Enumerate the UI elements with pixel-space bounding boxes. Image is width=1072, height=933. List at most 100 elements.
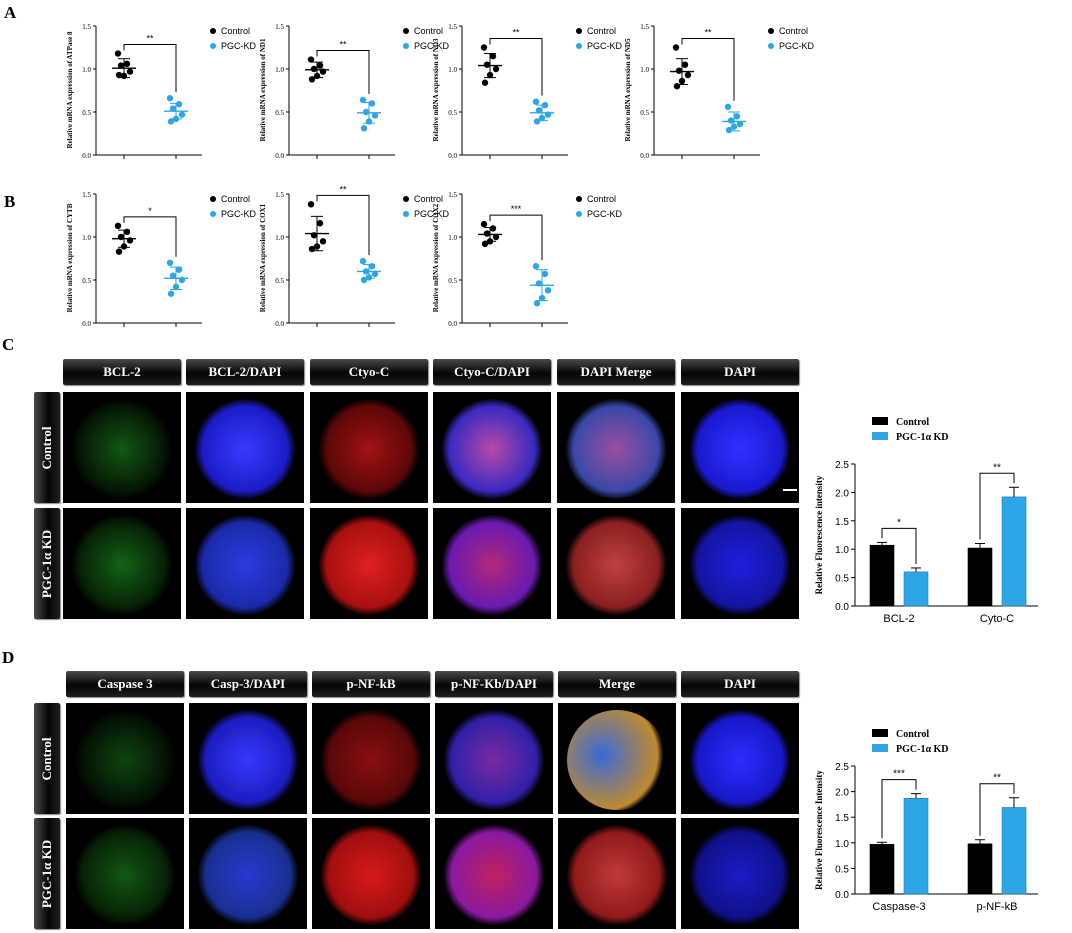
micrograph-dapi-kd bbox=[681, 508, 799, 619]
data-point bbox=[672, 44, 680, 51]
header-merge: Merge bbox=[558, 671, 676, 697]
y-tick-label: 0.0 bbox=[275, 320, 284, 328]
data-point bbox=[362, 108, 370, 116]
data-point bbox=[371, 112, 379, 119]
panel-letter-d: D bbox=[2, 648, 15, 667]
y-tick-label: 0.5 bbox=[275, 109, 284, 117]
legend-label: Control bbox=[221, 194, 250, 204]
data-point bbox=[117, 62, 125, 69]
legend-swatch bbox=[872, 432, 888, 440]
bar bbox=[967, 547, 993, 607]
legend-label: Control bbox=[779, 26, 808, 36]
y-tick-label: 0.5 bbox=[835, 574, 849, 585]
header-caspase3: Caspase 3 bbox=[66, 671, 184, 697]
legend-marker bbox=[210, 28, 216, 34]
row-label-control: Control bbox=[34, 392, 60, 503]
y-tick-label: 0.5 bbox=[448, 109, 457, 117]
significance-bracket bbox=[316, 194, 370, 256]
legend-marker bbox=[210, 43, 216, 49]
legend-label: PGC-KD bbox=[221, 209, 257, 219]
y-tick-label: 1.0 bbox=[82, 234, 91, 242]
legend-marker bbox=[403, 28, 409, 34]
legend-marker bbox=[403, 196, 409, 202]
data-point bbox=[115, 248, 123, 255]
data-point bbox=[489, 52, 497, 60]
chart-nd1: 0.0 0.5 1.0 1.5 Relative mRNA expression of … bbox=[259, 23, 450, 160]
significance-bracket bbox=[489, 38, 543, 96]
y-tick-label: 0.0 bbox=[640, 152, 649, 160]
legend-label: Control bbox=[414, 194, 443, 204]
legend-marker bbox=[210, 196, 216, 202]
legend-label: Control bbox=[414, 26, 443, 36]
data-point bbox=[481, 79, 489, 86]
y-tick-label: 2.0 bbox=[835, 488, 849, 499]
data-point bbox=[535, 107, 543, 114]
bar bbox=[903, 571, 929, 607]
header-casp3-dapi: Casp-3/DAPI bbox=[189, 671, 307, 697]
micrograph-cyto-c-kd bbox=[310, 508, 428, 619]
data-point bbox=[489, 225, 497, 232]
micrograph-cyto-c-dapi-kd bbox=[433, 508, 551, 619]
micrograph-cyto-c-control bbox=[310, 392, 428, 503]
micrograph-bcl2-dapi-control bbox=[186, 392, 304, 503]
significance-bracket bbox=[681, 38, 735, 101]
legend-label: PGC-KD bbox=[779, 41, 815, 51]
data-point bbox=[480, 44, 488, 51]
data-point bbox=[359, 96, 367, 104]
significance-label: ** bbox=[993, 462, 1001, 473]
data-point bbox=[167, 118, 175, 125]
data-point bbox=[368, 263, 376, 270]
legend-marker bbox=[768, 43, 774, 49]
data-point bbox=[114, 50, 122, 57]
y-tick-label: 1.5 bbox=[275, 23, 284, 31]
legend-marker bbox=[403, 211, 409, 217]
data-point bbox=[310, 65, 318, 73]
legend-marker bbox=[768, 28, 774, 34]
bar bbox=[1001, 807, 1027, 895]
y-tick-label: 1.0 bbox=[448, 66, 457, 74]
significance-label: ** bbox=[146, 34, 154, 44]
y-axis-label: Relative mRNA expression of CYTB bbox=[66, 203, 74, 312]
data-point bbox=[480, 220, 488, 228]
legend-label: PGC-1α KD bbox=[896, 744, 949, 755]
header-dapi-d: DAPI bbox=[681, 671, 799, 697]
legend-label: PGC-KD bbox=[587, 209, 623, 219]
data-point bbox=[123, 60, 131, 68]
x-tick-label: Cyto-C bbox=[980, 613, 1014, 625]
row-label-pgc-kd: PGC-1α KD bbox=[34, 508, 60, 619]
x-tick-label: p-NF-kB bbox=[977, 901, 1018, 913]
significance-label: ** bbox=[339, 184, 347, 194]
legend-label: PGC-1α KD bbox=[896, 432, 949, 443]
y-tick-label: 0.0 bbox=[448, 320, 457, 328]
micrograph-p-nf-kb-control bbox=[312, 703, 430, 814]
data-point bbox=[483, 230, 491, 237]
y-tick-label: 0.0 bbox=[275, 152, 284, 160]
data-point bbox=[681, 61, 689, 68]
legend-marker bbox=[576, 28, 582, 34]
significance-bracket bbox=[979, 783, 1015, 836]
y-tick-label: 1.5 bbox=[640, 23, 649, 31]
y-tick-label: 1.0 bbox=[835, 839, 849, 850]
data-point bbox=[727, 117, 735, 124]
micrograph-caspase3-control bbox=[66, 703, 184, 814]
micrograph-bcl2-dapi-kd bbox=[186, 508, 304, 619]
data-point bbox=[360, 125, 368, 132]
micrograph-casp3-dapi-kd bbox=[189, 818, 307, 929]
data-point bbox=[483, 61, 491, 68]
y-tick-label: 1.5 bbox=[448, 191, 457, 199]
data-point bbox=[316, 62, 324, 69]
legend-swatch bbox=[872, 729, 888, 737]
data-point bbox=[308, 76, 316, 83]
y-axis-label: Relative mRNA expression of COX1 bbox=[259, 203, 267, 312]
y-tick-label: 2.5 bbox=[835, 460, 849, 471]
data-point bbox=[736, 120, 744, 128]
significance-label: ** bbox=[704, 28, 712, 38]
data-point bbox=[371, 270, 379, 278]
bar bbox=[869, 544, 895, 607]
bar bbox=[967, 843, 993, 895]
micrograph-dapi-merge-control bbox=[557, 392, 675, 503]
chart-bcl2-cyto-c: 0.0 0.5 1.0 1.5 2.0 2.5 Relative Fluorescence … bbox=[814, 417, 1038, 625]
data-point bbox=[114, 222, 122, 230]
chart-cox1: 0.0 0.5 1.0 1.5 Relative mRNA expression of … bbox=[259, 184, 450, 328]
y-tick-label: 0.5 bbox=[275, 277, 284, 285]
